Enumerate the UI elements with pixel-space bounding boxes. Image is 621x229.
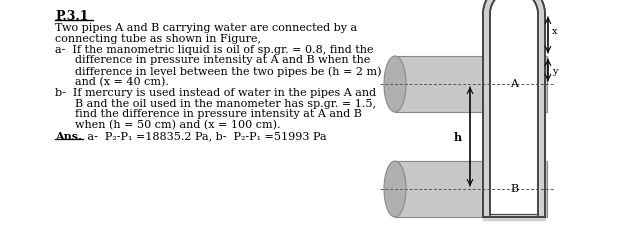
Polygon shape [395, 57, 547, 112]
Text: b-  If mercury is used instead of water in the pipes A and: b- If mercury is used instead of water i… [55, 87, 376, 97]
Text: y: y [552, 66, 558, 75]
Polygon shape [483, 15, 490, 217]
Text: difference in level between the two pipes be (h = 2 m): difference in level between the two pipe… [75, 66, 381, 76]
Text: a-  If the manometric liquid is oil of sp.gr. = 0.8, find the: a- If the manometric liquid is oil of sp… [55, 44, 373, 54]
Polygon shape [538, 15, 545, 217]
Text: h: h [454, 131, 462, 142]
Text: Two pipes A and B carrying water are connected by a: Two pipes A and B carrying water are con… [55, 23, 357, 33]
Text: P.3.1: P.3.1 [55, 10, 89, 23]
Text: connecting tube as shown in Figure,: connecting tube as shown in Figure, [55, 34, 261, 44]
Ellipse shape [384, 57, 406, 112]
Polygon shape [483, 214, 545, 220]
Polygon shape [490, 0, 538, 15]
Text: A: A [510, 79, 518, 89]
Text: a-  P₂-P₁ =18835.2 Pa, b-  P₂-P₁ =51993 Pa: a- P₂-P₁ =18835.2 Pa, b- P₂-P₁ =51993 Pa [84, 131, 327, 140]
Polygon shape [395, 161, 547, 217]
Polygon shape [483, 0, 545, 15]
Text: difference in pressure intensity at A and B when the: difference in pressure intensity at A an… [75, 55, 370, 65]
Text: B and the oil used in the manometer has sp.gr. = 1.5,: B and the oil used in the manometer has … [75, 98, 376, 108]
Text: find the difference in pressure intensity at A and B: find the difference in pressure intensit… [75, 109, 362, 119]
Text: Ans.: Ans. [55, 131, 82, 141]
Text: and (x = 40 cm).: and (x = 40 cm). [75, 77, 169, 87]
Text: when (h = 50 cm) and (x = 100 cm).: when (h = 50 cm) and (x = 100 cm). [75, 120, 281, 130]
Ellipse shape [384, 161, 406, 217]
Text: B: B [510, 183, 518, 193]
Polygon shape [490, 15, 538, 214]
Text: x: x [552, 27, 558, 36]
